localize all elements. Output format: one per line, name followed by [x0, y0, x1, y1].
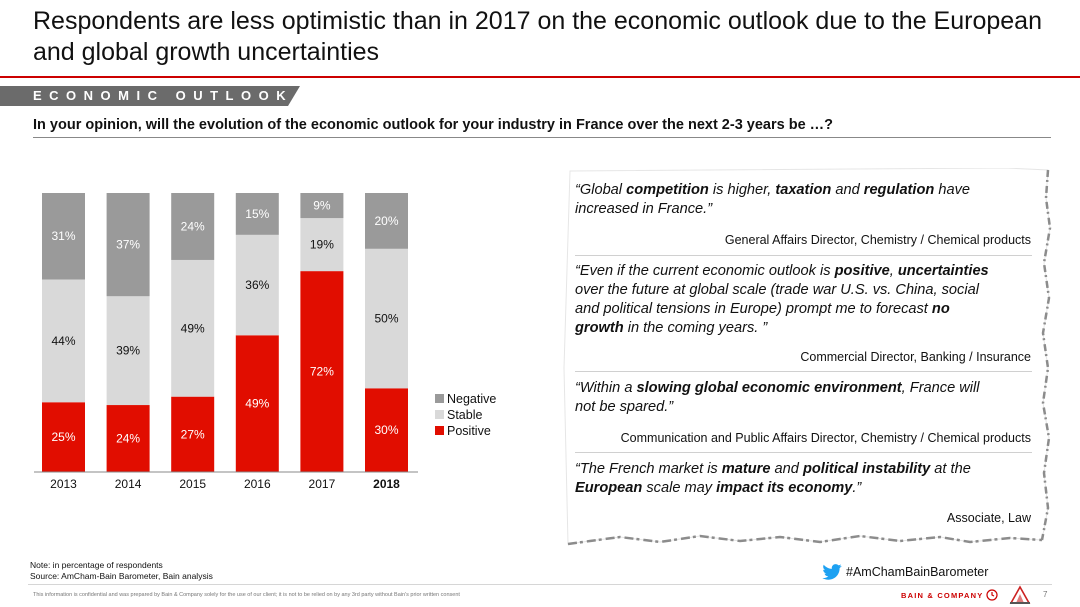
- data-label: 44%: [51, 334, 75, 348]
- legend-label-negative: Negative: [447, 392, 496, 406]
- stacked-bar-chart: 25% 44% 31% 2013 24% 39% 37% 2014 27% 49% 24% 2015 4…: [34, 193, 496, 491]
- hashtag: #AmChamBainBarometer: [846, 565, 989, 579]
- data-label: 20%: [374, 214, 398, 228]
- legend-label-positive: Positive: [447, 424, 491, 438]
- quote-attribution: General Affairs Director, Chemistry / Ch…: [724, 233, 1031, 247]
- bar-positive-2016: [235, 335, 279, 472]
- data-label: 27%: [181, 427, 205, 441]
- x-tick-label: 2013: [50, 477, 77, 491]
- amcham-logo-icon: [1009, 585, 1031, 604]
- bar-negative-2018: [365, 193, 408, 249]
- x-tick-label: 2018: [373, 477, 400, 491]
- data-label: 36%: [245, 278, 269, 292]
- bar-positive-2013: [42, 402, 85, 472]
- quote-divider: [575, 452, 1032, 453]
- quote-text: “Within a slowing global economic enviro…: [575, 380, 980, 415]
- data-label: 19%: [310, 238, 334, 252]
- torn-paper-background: [563, 168, 1052, 546]
- legend-swatch-positive: [435, 426, 444, 435]
- quote-attribution: Communication and Public Affairs Directo…: [620, 431, 1031, 445]
- confidentiality-disclaimer: This information is confidential and was…: [33, 592, 460, 598]
- data-label: 49%: [245, 397, 269, 411]
- data-label: 49%: [181, 321, 205, 335]
- bar-positive-2014: [106, 405, 150, 472]
- footnote: Note: in percentage of respondents Sourc…: [30, 560, 213, 582]
- data-label: 9%: [313, 199, 331, 213]
- quote-text: “Global competition is higher, taxation …: [575, 182, 971, 217]
- data-label: 15%: [245, 207, 269, 221]
- data-label: 24%: [181, 219, 205, 233]
- quote-divider: [575, 255, 1032, 256]
- section-label: ECONOMIC OUTLOOK: [33, 88, 294, 103]
- quote-divider: [575, 371, 1032, 372]
- source-text: Source: AmCham-Bain Barometer, Bain anal…: [30, 571, 213, 581]
- question-divider: [33, 137, 1051, 138]
- section-bar: [0, 86, 300, 106]
- quote-attribution: Commercial Director, Banking / Insurance: [800, 350, 1031, 364]
- title-divider: [0, 76, 1080, 78]
- data-label: 31%: [51, 229, 75, 243]
- footer-divider: [28, 584, 1052, 585]
- note-text: Note: in percentage of respondents: [30, 560, 163, 570]
- quote-text: “The French market is mature and politic…: [575, 461, 971, 496]
- data-label: 50%: [374, 312, 398, 326]
- bar-positive-2017: [300, 271, 344, 472]
- page-title: Respondents are less optimistic than in …: [33, 7, 1042, 66]
- bar-negative-2014: [106, 193, 150, 297]
- page-number: 7: [1043, 590, 1048, 599]
- x-tick-label: 2017: [309, 477, 336, 491]
- bar-positive-2018: [365, 388, 408, 472]
- brand-wordmark: BAIN & COMPANY: [901, 591, 984, 600]
- quote-attribution: Associate, Law: [946, 511, 1031, 525]
- bar-negative-2015: [171, 193, 215, 260]
- bar-stable-2015: [171, 259, 215, 397]
- quote-2: “Even if the current economic outlook is…: [575, 262, 1040, 338]
- bar-stable-2014: [106, 296, 150, 406]
- bar-stable-2013: [42, 279, 85, 403]
- data-label: 25%: [51, 430, 75, 444]
- bar-stable-2018: [365, 248, 408, 389]
- survey-question: In your opinion, will the evolution of t…: [33, 117, 834, 133]
- data-label: 30%: [374, 423, 398, 437]
- bain-seal-icon: [986, 589, 998, 601]
- x-tick-label: 2014: [115, 477, 142, 491]
- quote-3: “Within a slowing global economic enviro…: [575, 379, 1040, 417]
- data-label: 72%: [310, 365, 334, 379]
- bar-negative-2013: [42, 193, 85, 280]
- x-tick-label: 2015: [179, 477, 206, 491]
- data-label: 37%: [116, 238, 140, 252]
- quote-4: “The French market is mature and politic…: [575, 460, 1040, 498]
- legend-swatch-stable: [435, 410, 444, 419]
- bar-positive-2015: [171, 396, 215, 472]
- legend-label-stable: Stable: [447, 408, 482, 422]
- bar-negative-2017: [300, 193, 344, 219]
- data-label: 24%: [116, 432, 140, 446]
- bar-stable-2016: [235, 234, 279, 336]
- x-tick-label: 2016: [244, 477, 271, 491]
- legend-swatch-negative: [435, 394, 444, 403]
- quote-text: “Even if the current economic outlook is…: [575, 263, 989, 336]
- data-label: 39%: [116, 344, 140, 358]
- bar-stable-2017: [300, 218, 344, 272]
- bar-negative-2016: [235, 193, 279, 235]
- twitter-bird-icon: [822, 564, 842, 580]
- quote-1: “Global competition is higher, taxation …: [575, 181, 1040, 219]
